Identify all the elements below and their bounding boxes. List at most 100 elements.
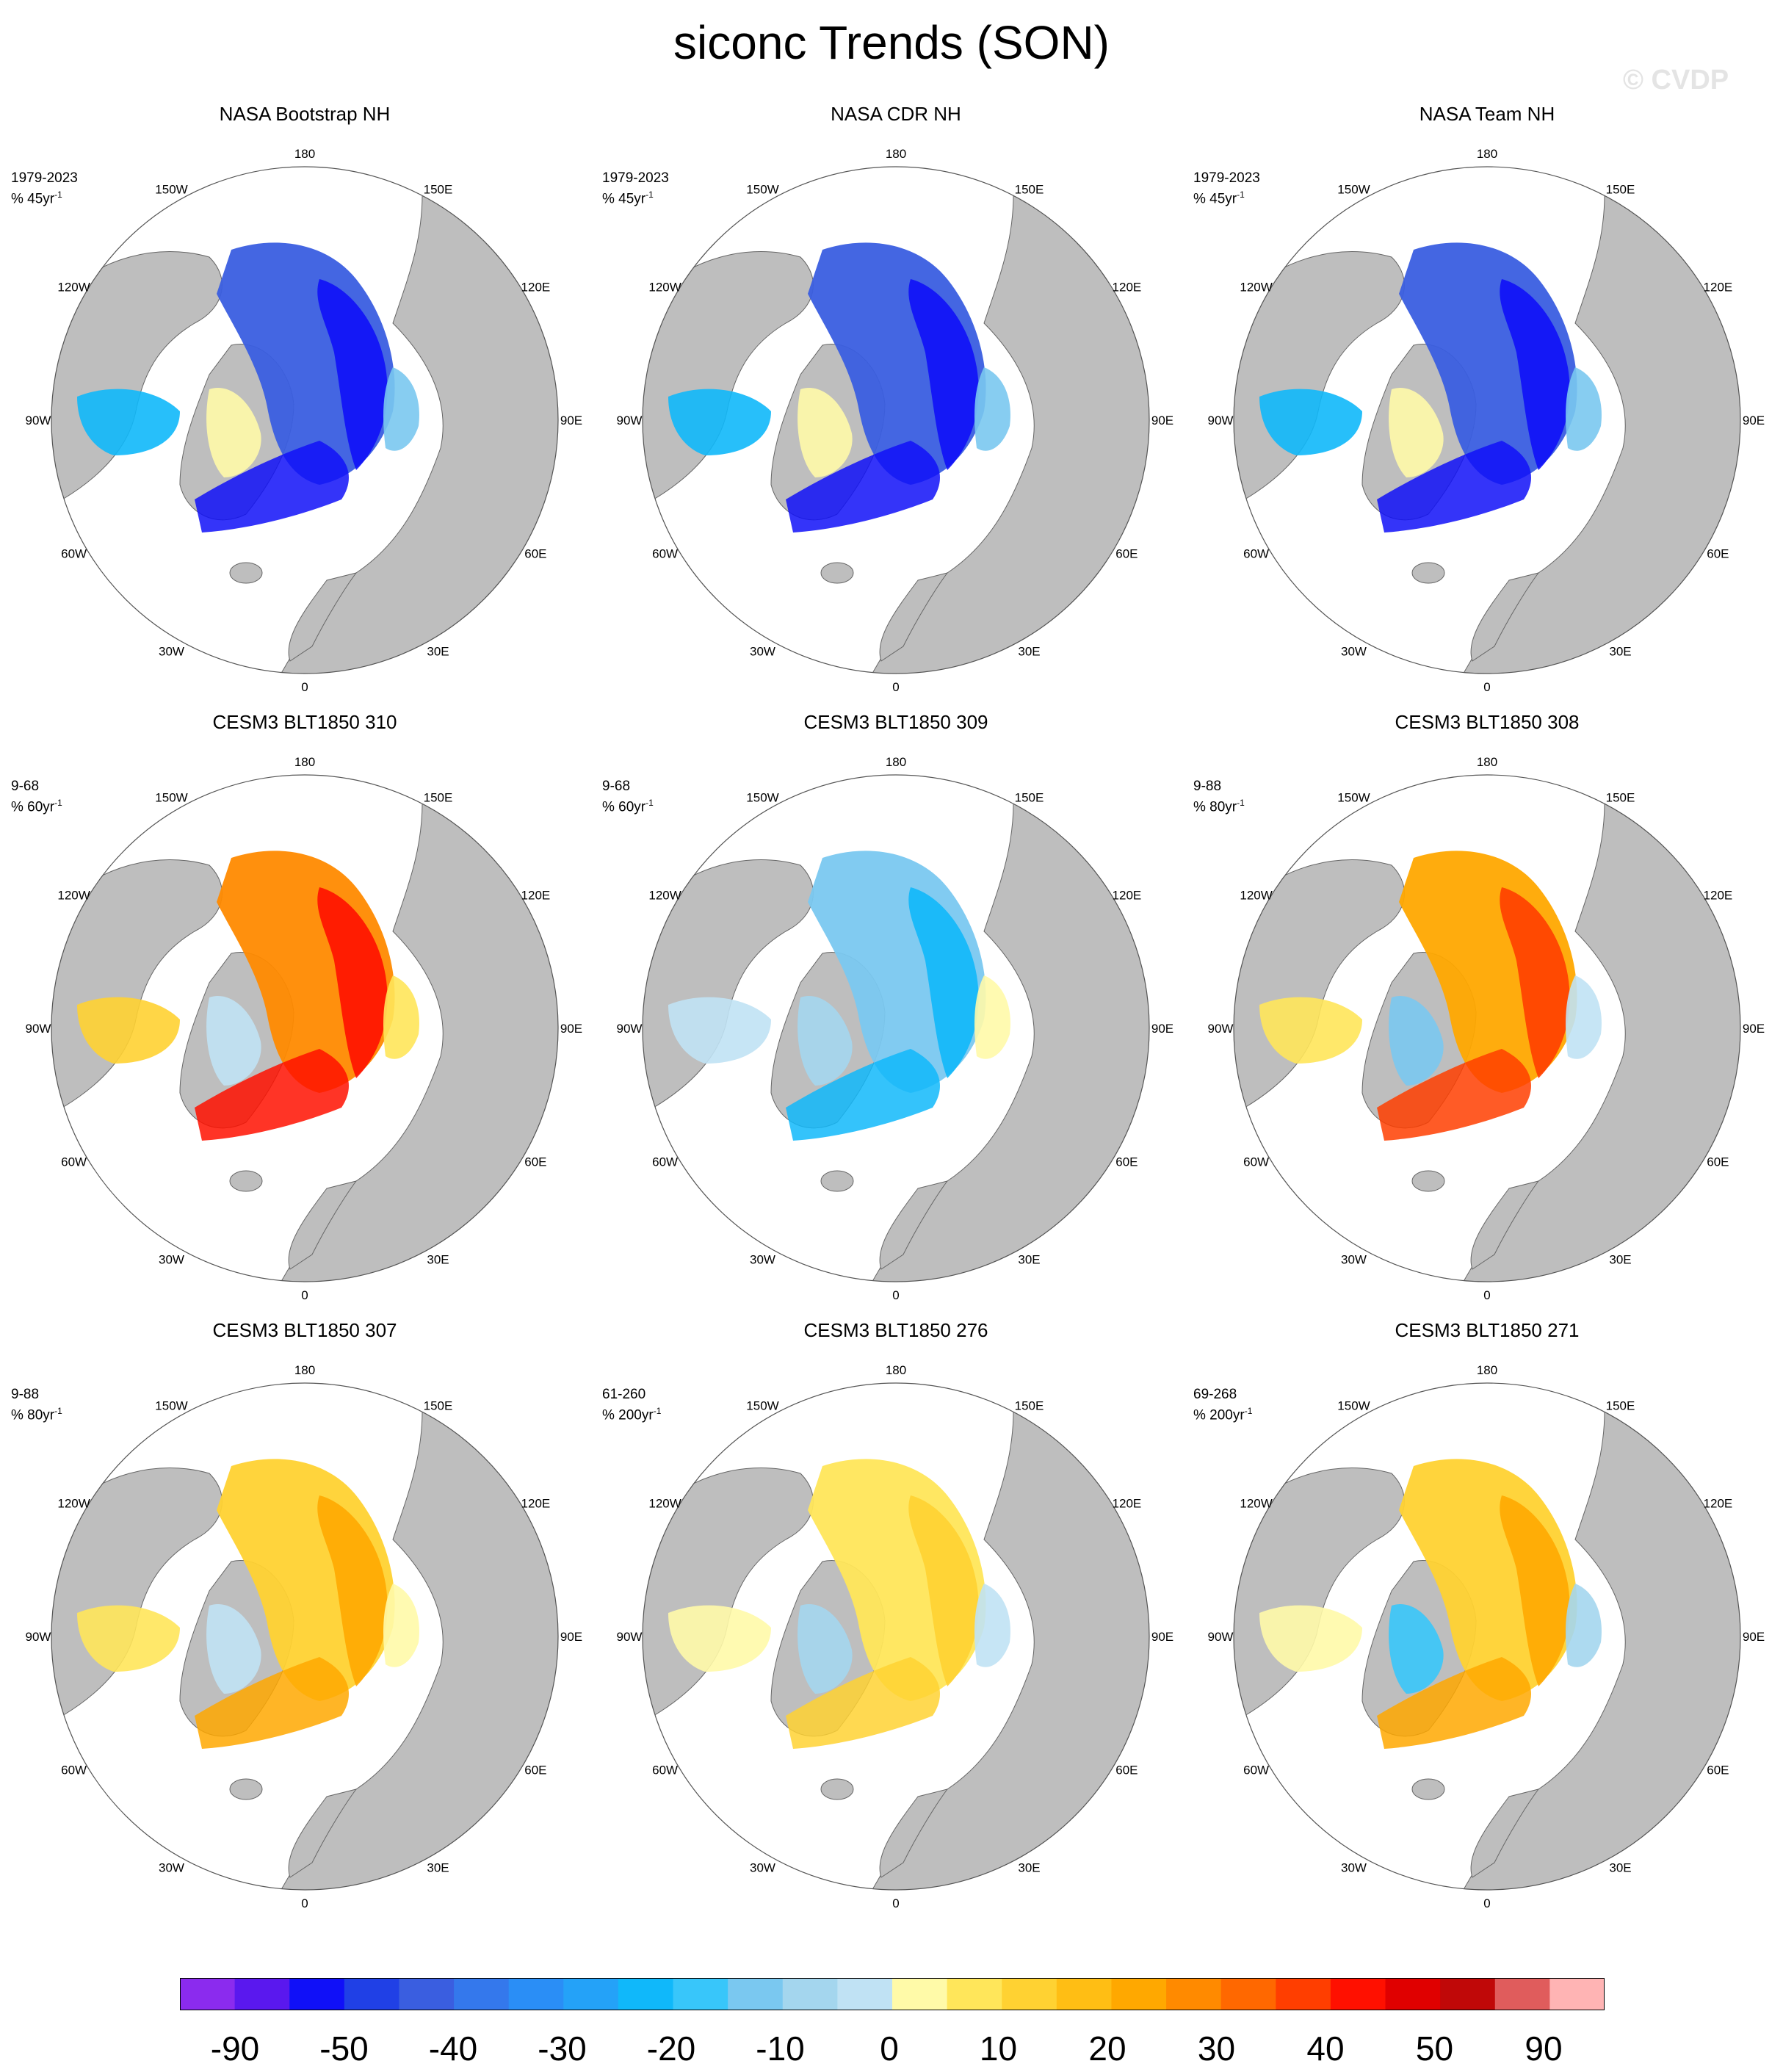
period-units: % 200yr-1 (602, 1406, 662, 1423)
colorbar-swatch (1330, 1978, 1386, 2010)
panel-title: CESM3 BLT1850 309 (803, 711, 988, 733)
longitude-label: 120E (1113, 1497, 1142, 1511)
longitude-label: 60E (1707, 547, 1729, 561)
period-range: 1979-2023 (11, 170, 78, 186)
colorbar-swatch (1494, 1978, 1550, 2010)
map-panel: CESM3 BLT1850 307 9-88 % 80yr-1 180 150E 120E… (11, 1319, 598, 1929)
longitude-label: 30E (427, 1252, 449, 1266)
colorbar-swatch (1002, 1978, 1057, 2010)
period-range: 1979-2023 (1193, 170, 1260, 186)
panel-period: 9-68 % 60yr-1 (602, 779, 654, 815)
panel-period: 9-68 % 60yr-1 (11, 779, 62, 815)
longitude-label: 60E (1707, 1764, 1729, 1777)
trend-canadian-archipelago (798, 1604, 853, 1694)
period-range: 1979-2023 (602, 170, 669, 186)
longitude-label: 180 (886, 1363, 906, 1377)
period-units: % 60yr-1 (602, 798, 654, 815)
landmass-scandinavia (879, 1180, 949, 1270)
longitude-label: 30E (1018, 1252, 1040, 1266)
period-units: % 200yr-1 (1193, 1406, 1253, 1423)
longitude-label: 120E (1113, 281, 1142, 295)
colorbar-label: -90 (211, 2029, 259, 2068)
longitude-label: 60E (1115, 547, 1138, 561)
longitude-label: 180 (886, 147, 906, 161)
longitude-label: 60E (1115, 1155, 1138, 1169)
longitude-label: 180 (1477, 147, 1497, 161)
trend-hudson-bay (1259, 997, 1362, 1064)
colorbar-label: -20 (647, 2029, 695, 2068)
trend-kara-sea (1566, 1584, 1602, 1667)
colorbar-label: 30 (1198, 2029, 1235, 2068)
longitude-label: 30W (750, 1860, 775, 1874)
landmass-scandinavia (288, 572, 358, 662)
period-range: 69-268 (1193, 1387, 1237, 1402)
panel-period: 61-260 % 200yr-1 (602, 1387, 661, 1423)
longitude-label: 90W (617, 414, 643, 427)
panel-period: 69-268 % 200yr-1 (1193, 1387, 1252, 1423)
trend-greenland-sea (1377, 1657, 1531, 1749)
colorbar-swatch (728, 1978, 784, 2010)
longitude-label: 180 (294, 755, 315, 769)
period-units: % 80yr-1 (11, 1406, 62, 1423)
colorbar-swatch (1166, 1978, 1222, 2010)
longitude-label: 90E (560, 1022, 582, 1036)
longitude-label: 120E (1113, 889, 1142, 903)
map-panel: NASA Team NH 1979-2023 % 45yr-1 180 150E 120E… (1193, 103, 1781, 712)
map-panel: CESM3 BLT1850 276 61-260% 200yr-1 180 150E 1… (602, 1319, 1190, 1929)
colorbar-swatch (508, 1978, 564, 2010)
polar-map: 180 150E 120E 90E 60E 30E 0 30W 60W 90W 120W 150W (617, 1363, 1174, 1910)
longitude-label: 120E (1704, 1497, 1733, 1511)
colorbar-swatch (289, 1978, 345, 2010)
longitude-label: 150E (424, 183, 453, 197)
panel-period: 9-88 % 80yr-1 (11, 1387, 62, 1423)
longitude-label: 60E (524, 1155, 546, 1169)
longitude-label: 0 (301, 1896, 308, 1910)
trend-hudson-bay (668, 1605, 771, 1672)
panel-title: NASA Team NH (1419, 103, 1555, 125)
longitude-label: 90E (1743, 1630, 1765, 1644)
trend-hudson-bay (77, 997, 180, 1064)
trend-greenland-sea (786, 441, 940, 533)
colorbar-swatch (1440, 1978, 1496, 2010)
units-text: % 60yr (602, 799, 646, 815)
colorbar-label: 10 (980, 2029, 1017, 2068)
trend-greenland-sea (786, 1049, 940, 1141)
longitude-label: 60E (1707, 1155, 1729, 1169)
landmass-iceland (820, 1778, 854, 1800)
trend-kara-sea (383, 367, 419, 451)
panel-title: CESM3 BLT1850 276 (803, 1319, 988, 1341)
longitude-label: 30W (159, 1252, 184, 1266)
trend-kara-sea (974, 975, 1010, 1059)
panel-title: CESM3 BLT1850 308 (1395, 711, 1580, 733)
trend-kara-sea (1566, 975, 1602, 1059)
colorbar-swatch (892, 1978, 948, 2010)
map-boundary (1233, 166, 1741, 674)
trend-siberian-shelf (908, 1495, 979, 1686)
colorbar-swatch (1220, 1978, 1276, 2010)
colorbar-swatch (1056, 1978, 1112, 2010)
colorbar-swatch (782, 1978, 838, 2010)
colorbar-swatch (399, 1978, 455, 2010)
landmass-iceland (1411, 1778, 1445, 1800)
colorbar-frame (180, 1978, 1605, 2010)
map-boundary (51, 1382, 559, 1891)
landmass-scandinavia (1470, 572, 1540, 662)
trend-siberian-shelf (908, 279, 979, 470)
longitude-label: 60W (652, 1155, 678, 1169)
longitude-label: 30E (1018, 644, 1040, 658)
longitude-label: 150W (746, 791, 778, 805)
longitude-label: 120W (1240, 889, 1272, 903)
colorbar-label: -40 (429, 2029, 477, 2068)
longitude-label: 30W (1341, 1252, 1367, 1266)
longitude-label: 90W (617, 1022, 643, 1036)
longitude-label: 0 (1483, 1288, 1490, 1302)
colorbar-swatch (1111, 1978, 1167, 2010)
longitude-label: 120E (521, 1497, 551, 1511)
landmass-iceland (820, 562, 854, 584)
period-range: 9-88 (1193, 779, 1222, 794)
longitude-label: 30W (1341, 1860, 1367, 1874)
colorbar-swatch (1385, 1978, 1441, 2010)
colorbar-label: 40 (1306, 2029, 1344, 2068)
longitude-label: 30W (1341, 644, 1367, 658)
panel-title: NASA Bootstrap NH (219, 103, 391, 125)
